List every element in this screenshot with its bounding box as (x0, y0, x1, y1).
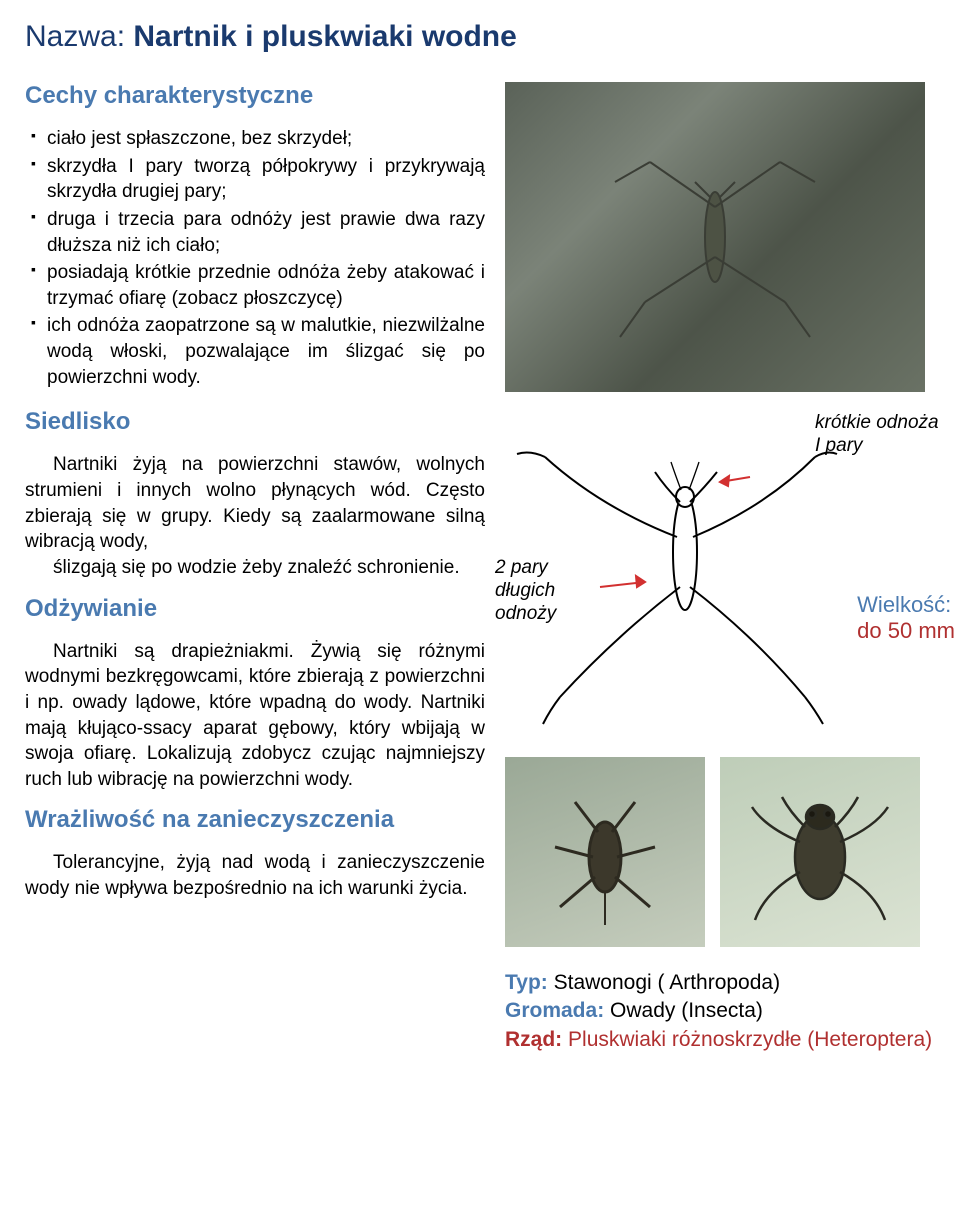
bottom-photo-left (505, 757, 705, 947)
pollution-paragraph: Tolerancyjne, żyją nad wodą i zanieczysz… (25, 850, 485, 901)
heading-habitat: Siedlisko (25, 408, 485, 436)
taxonomy-type-label: Typ: (505, 971, 548, 994)
habitat-text-2: ślizgają się po wodzie żeby znaleźć schr… (25, 557, 460, 578)
callout-short-legs: krótkie odnoża I pary (815, 412, 955, 458)
feeding-paragraph: Nartniki są drapieżniakmi. Żywią się róż… (25, 639, 485, 793)
heading-pollution: Wrażliwość na zanieczyszczenia (25, 806, 485, 834)
taxonomy-class-label: Gromada: (505, 999, 604, 1022)
diagram-area: krótkie odnoża I pary 2 pary długich odn… (505, 402, 935, 752)
title-name: Nartnik i pluskwiaki wodne (133, 20, 516, 53)
list-item: ich odnóża zaopatrzone są w malutkie, ni… (25, 313, 485, 390)
taxonomy-class-value: Owady (Insecta) (610, 999, 763, 1022)
list-item: druga i trzecia para odnóży jest prawie … (25, 207, 485, 258)
habitat-paragraph: Nartniki żyją na powierzchni stawów, wol… (25, 452, 485, 580)
taxonomy-order-value: Pluskwiaki różnoskrzydłe (Heteroptera) (568, 1028, 932, 1051)
list-item: ciało jest spłaszczone, bez skrzydeł; (25, 126, 485, 152)
list-item: skrzydła I pary tworzą półpokrywy i przy… (25, 154, 485, 205)
page-title: Nazwa: Nartnik i pluskwiaki wodne (25, 20, 935, 54)
bottom-photo-right (720, 757, 920, 947)
left-column: Cechy charakterystyczne ciało jest spłas… (25, 82, 485, 1054)
taxonomy-order: Rząd: Pluskwiaki różnoskrzydłe (Heteropt… (505, 1026, 935, 1054)
water-bug-icon (740, 772, 900, 932)
size-label: Wielkość: (857, 592, 955, 618)
water-scorpion-icon (530, 777, 680, 927)
taxonomy-block: Typ: Stawonogi ( Arthropoda) Gromada: Ow… (505, 969, 935, 1054)
taxonomy-type: Typ: Stawonogi ( Arthropoda) (505, 969, 935, 997)
title-label: Nazwa: (25, 20, 125, 53)
heading-feeding: Odżywianie (25, 595, 485, 623)
top-photo (505, 82, 925, 392)
habitat-text: Nartniki żyją na powierzchni stawów, wol… (25, 454, 485, 552)
size-block: Wielkość: do 50 mm (857, 592, 955, 644)
heading-features: Cechy charakterystyczne (25, 82, 485, 110)
features-list: ciało jest spłaszczone, bez skrzydeł; sk… (25, 126, 485, 390)
callout-long-legs: 2 pary długich odnoży (495, 557, 575, 625)
size-value: do 50 mm (857, 618, 955, 644)
water-strider-photo-icon (595, 127, 835, 347)
taxonomy-class: Gromada: Owady (Insecta) (505, 997, 935, 1025)
right-column: krótkie odnoża I pary 2 pary długich odn… (505, 82, 935, 1054)
taxonomy-order-label: Rząd: (505, 1028, 562, 1051)
bottom-photos (505, 757, 935, 947)
list-item: posiadają krótkie przednie odnóża żeby a… (25, 260, 485, 311)
taxonomy-type-value: Stawonogi ( Arthropoda) (554, 971, 780, 994)
